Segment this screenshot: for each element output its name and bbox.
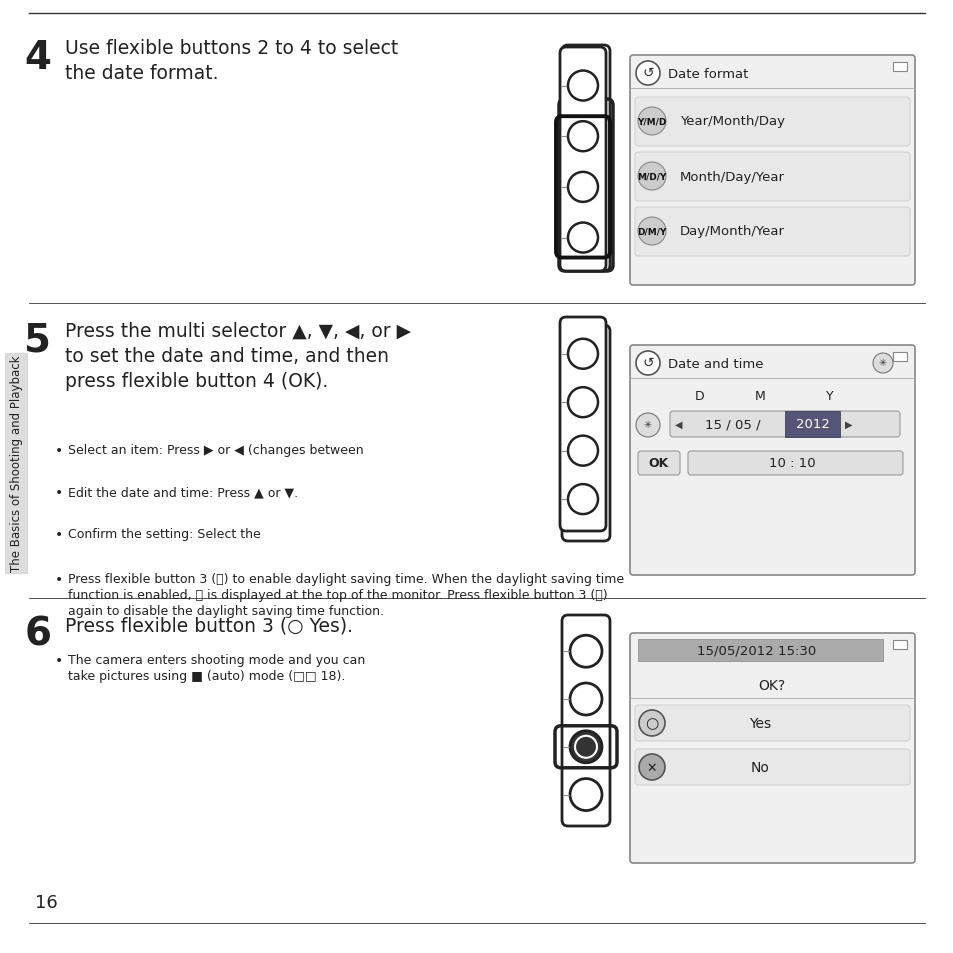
FancyBboxPatch shape xyxy=(561,616,609,826)
Text: 15 / 05 /: 15 / 05 / xyxy=(704,418,760,431)
Circle shape xyxy=(567,484,598,515)
Text: Month/Day/Year: Month/Day/Year xyxy=(679,171,784,183)
Circle shape xyxy=(569,120,601,152)
Text: ✕: ✕ xyxy=(646,760,657,774)
FancyBboxPatch shape xyxy=(629,634,914,863)
Circle shape xyxy=(575,736,597,758)
Circle shape xyxy=(567,339,598,370)
Bar xyxy=(638,639,882,661)
Circle shape xyxy=(567,172,598,203)
Circle shape xyxy=(569,731,601,763)
Circle shape xyxy=(567,71,598,101)
Circle shape xyxy=(872,354,892,374)
Circle shape xyxy=(638,218,665,246)
Circle shape xyxy=(569,494,601,525)
Bar xyxy=(784,412,840,437)
Text: Y/M/D: Y/M/D xyxy=(637,117,666,127)
Text: Use flexible buttons 2 to 4 to select
the date format.: Use flexible buttons 2 to 4 to select th… xyxy=(65,39,397,83)
Circle shape xyxy=(569,171,601,203)
FancyBboxPatch shape xyxy=(635,152,909,202)
Text: 2012: 2012 xyxy=(795,418,829,431)
Text: ↺: ↺ xyxy=(641,66,653,80)
Circle shape xyxy=(569,636,601,667)
Text: •: • xyxy=(55,573,63,586)
Circle shape xyxy=(639,710,664,737)
Text: Edit the date and time: Press ▲ or ▼.: Edit the date and time: Press ▲ or ▼. xyxy=(68,485,297,498)
Circle shape xyxy=(569,347,601,378)
Circle shape xyxy=(569,444,601,476)
Text: ○: ○ xyxy=(644,716,658,731)
Text: 4: 4 xyxy=(25,39,51,77)
Circle shape xyxy=(567,223,598,253)
Circle shape xyxy=(636,414,659,437)
FancyBboxPatch shape xyxy=(629,56,914,286)
Text: 6: 6 xyxy=(25,616,51,654)
Text: •: • xyxy=(55,485,63,499)
Text: ◀: ◀ xyxy=(675,419,681,430)
FancyBboxPatch shape xyxy=(635,98,909,147)
Circle shape xyxy=(567,388,598,417)
Text: Press flexible button 3 (○ Yes).: Press flexible button 3 (○ Yes). xyxy=(65,616,353,635)
Text: No: No xyxy=(750,760,769,774)
Circle shape xyxy=(638,163,665,191)
Bar xyxy=(892,63,906,71)
Text: •: • xyxy=(55,654,63,667)
Text: The Basics of Shooting and Playback: The Basics of Shooting and Playback xyxy=(10,355,24,572)
Circle shape xyxy=(569,222,601,253)
FancyBboxPatch shape xyxy=(669,412,899,437)
Text: M/D/Y: M/D/Y xyxy=(637,172,666,181)
Circle shape xyxy=(569,395,601,428)
Text: 16: 16 xyxy=(35,893,58,911)
Circle shape xyxy=(638,108,665,136)
Text: 10 : 10: 10 : 10 xyxy=(768,457,815,470)
FancyBboxPatch shape xyxy=(635,208,909,256)
Text: Select an item: Press ▶ or ◀ (changes between: Select an item: Press ▶ or ◀ (changes be… xyxy=(68,443,363,473)
Text: Confirm the setting: Select the: Confirm the setting: Select the xyxy=(68,527,265,540)
Circle shape xyxy=(569,779,601,811)
Circle shape xyxy=(636,352,659,375)
FancyBboxPatch shape xyxy=(635,705,909,741)
Text: D/M/Y: D/M/Y xyxy=(637,227,666,236)
FancyBboxPatch shape xyxy=(629,346,914,576)
Text: Day/Month/Year: Day/Month/Year xyxy=(679,225,784,238)
Text: M: M xyxy=(754,389,764,402)
Text: ↺: ↺ xyxy=(641,355,653,370)
Text: Year/Month/Day: Year/Month/Day xyxy=(679,115,784,129)
Text: Press the multi selector ▲, ▼, ◀, or ▶
to set the date and time, and then
press : Press the multi selector ▲, ▼, ◀, or ▶ t… xyxy=(65,322,411,391)
FancyBboxPatch shape xyxy=(638,452,679,476)
Text: D: D xyxy=(695,389,704,402)
Circle shape xyxy=(567,122,598,152)
Text: Date and time: Date and time xyxy=(667,357,762,370)
Text: 15/05/2012 15:30: 15/05/2012 15:30 xyxy=(697,644,816,657)
Text: The camera enters shooting mode and you can
take pictures using ■ (auto) mode (□: The camera enters shooting mode and you … xyxy=(68,654,365,682)
Text: Y: Y xyxy=(825,389,833,402)
FancyBboxPatch shape xyxy=(687,452,902,476)
FancyBboxPatch shape xyxy=(559,48,605,272)
Text: ✳: ✳ xyxy=(878,357,886,368)
Text: 5: 5 xyxy=(25,322,51,359)
Text: OK: OK xyxy=(648,457,668,470)
Circle shape xyxy=(636,62,659,86)
FancyBboxPatch shape xyxy=(635,749,909,785)
Text: •: • xyxy=(55,443,63,457)
Circle shape xyxy=(569,69,601,101)
FancyBboxPatch shape xyxy=(561,326,609,541)
Text: Yes: Yes xyxy=(748,717,770,730)
Circle shape xyxy=(569,683,601,716)
Text: •: • xyxy=(55,527,63,541)
Text: ✳: ✳ xyxy=(643,419,652,430)
Text: ▶: ▶ xyxy=(844,419,852,430)
Text: Press flexible button 3 (ⓣ) to enable daylight saving time. When the daylight sa: Press flexible button 3 (ⓣ) to enable da… xyxy=(68,573,623,618)
FancyBboxPatch shape xyxy=(561,46,609,272)
Text: Date format: Date format xyxy=(667,68,747,80)
Circle shape xyxy=(639,754,664,781)
FancyBboxPatch shape xyxy=(559,317,605,532)
Bar xyxy=(892,353,906,361)
Bar xyxy=(892,640,906,649)
Bar xyxy=(5,354,27,574)
Text: OK?: OK? xyxy=(758,679,784,692)
Circle shape xyxy=(567,436,598,466)
